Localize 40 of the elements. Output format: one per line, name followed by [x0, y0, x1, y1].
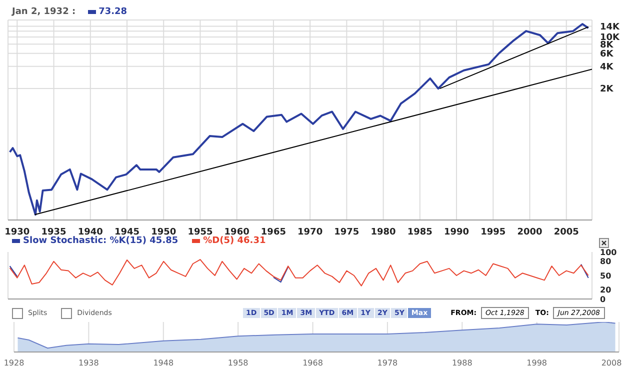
x-tick-label: 1980: [370, 227, 396, 238]
chart-title: Jan 2, 1932 :: [12, 7, 76, 17]
x-tick-label: 1975: [334, 227, 360, 238]
x-tick-label: 1978: [377, 358, 398, 368]
x-tick-label: 1958: [228, 358, 248, 368]
x-tick-label: 1968: [302, 358, 323, 368]
y-tick-label: 14K: [600, 22, 621, 32]
x-tick-label: 1998: [526, 358, 548, 368]
y-tick-label: 80: [600, 257, 612, 266]
x-tick-label: 1988: [452, 358, 472, 368]
x-tick-label: 1970: [298, 227, 323, 238]
x-tick-label: 1928: [4, 358, 24, 368]
y-tick-label: 6K: [600, 50, 614, 60]
x-tick-label: 1955: [188, 227, 213, 238]
x-tick-label: 1935: [41, 227, 66, 238]
x-tick-label: 2000: [517, 227, 542, 238]
y-tick-label: 0: [600, 294, 606, 304]
y-tick-label: 50: [600, 271, 612, 280]
x-tick-label: 1985: [407, 227, 432, 238]
x-tick-label: 1930: [4, 227, 30, 238]
y-tick-label: 2K: [600, 84, 614, 95]
legend-label: %D(5) 46.31: [202, 236, 266, 246]
x-tick-label: 2005: [554, 227, 579, 238]
x-tick-label: 1990: [444, 227, 470, 238]
line-series: [8, 23, 590, 216]
x-tick-label: 1950: [151, 227, 176, 238]
line-series: [9, 259, 589, 286]
y-tick-label: 4K: [600, 62, 614, 73]
x-tick-label: 1948: [153, 358, 174, 368]
x-tick-label: 1995: [480, 227, 506, 238]
text: 73.28: [98, 7, 128, 17]
x-tick-label: 1960: [224, 227, 250, 238]
x-tick-label: 1965: [260, 227, 286, 238]
y-tick-label: 100: [600, 248, 618, 257]
x-tick-label: 2008: [601, 358, 622, 368]
x-tick-label: 1945: [114, 227, 140, 238]
legend-label: Slow Stochastic: %K(15) 45.85: [22, 236, 178, 246]
x-tick-label: 1940: [78, 227, 103, 238]
x-tick-label: 1938: [78, 358, 99, 368]
y-tick-label: 20: [600, 285, 612, 294]
